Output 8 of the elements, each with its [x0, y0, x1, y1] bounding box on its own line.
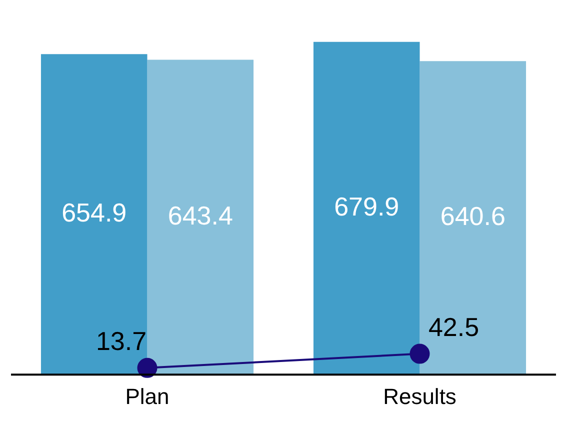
- x-tick-label: Plan: [125, 384, 170, 409]
- data-label: 42.5: [428, 312, 480, 342]
- data-label: 640.6: [440, 201, 506, 232]
- data-label: 643.4: [168, 200, 233, 230]
- data-label: 679.9: [334, 191, 400, 222]
- x-tick-label: Results: [383, 384, 456, 409]
- data-label: 13.7: [96, 326, 147, 356]
- data-label: 654.9: [62, 198, 127, 228]
